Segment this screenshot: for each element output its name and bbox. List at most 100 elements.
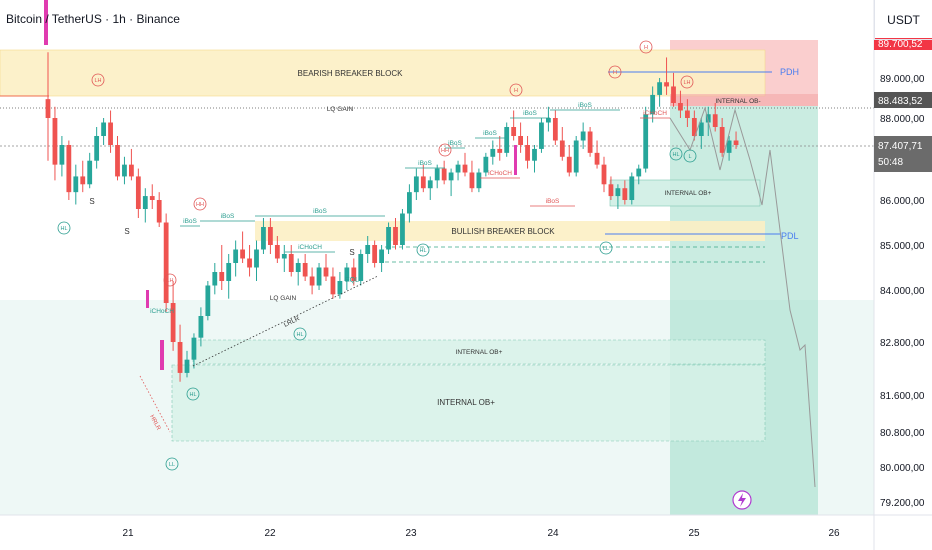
lq-gain-label: LQ GAIN [327, 106, 354, 113]
candle-body [309, 276, 315, 286]
price-tick: 79.200,00 [880, 498, 925, 509]
pdh-label: PDH [780, 67, 799, 77]
ichoch-low-label: iCHoCH [150, 308, 174, 315]
candle-body [365, 245, 371, 254]
top-price-tag [874, 38, 932, 50]
candle-body [420, 176, 426, 189]
candle-body [441, 168, 447, 181]
candle-body [469, 172, 475, 189]
swing-label: H [644, 45, 648, 51]
candle-body [184, 359, 190, 373]
price-axis-bg [874, 40, 932, 515]
currency-label[interactable]: USDT [874, 0, 932, 40]
candle-body [726, 140, 732, 153]
candle-body [80, 176, 86, 185]
swing-label: HH [441, 148, 449, 154]
candle-body [615, 188, 621, 197]
price-tick: 88.000,00 [880, 114, 925, 125]
swing-marker [293, 327, 307, 341]
candle-body [386, 227, 391, 250]
structure-label: iBoS [483, 130, 497, 137]
candle-body [504, 127, 510, 153]
swing-marker [193, 197, 207, 211]
swing-label: LH [94, 78, 101, 84]
candle-body [274, 245, 280, 259]
candle-body [66, 145, 72, 193]
candle-body [691, 118, 697, 136]
swing-marker [608, 65, 622, 79]
structure-label: iBoS [578, 102, 592, 109]
swing-marker [91, 73, 105, 87]
candle-body [219, 272, 225, 281]
candle-body [379, 249, 384, 263]
top-price-text: 89.700,52 [878, 39, 923, 50]
candle-body [268, 227, 273, 245]
swing-label: LL [169, 462, 175, 468]
bullish-breaker-zone [255, 221, 765, 241]
candle-body [281, 254, 287, 259]
candle-body [643, 114, 649, 169]
candle-body [45, 99, 51, 118]
swing-marker [639, 40, 653, 54]
candle-body [573, 140, 579, 173]
price-tick: 89.000,00 [880, 74, 925, 85]
swing-marker [599, 241, 613, 255]
candle-body [552, 118, 558, 141]
structure-label: iCHoCH [488, 170, 512, 177]
candle-body [122, 164, 127, 177]
s-label: S [124, 227, 129, 236]
candle-body [129, 164, 134, 177]
swing-marker [186, 387, 200, 401]
price-tick: 80.000,00 [880, 463, 925, 474]
candle-body [448, 172, 454, 181]
candle-body [163, 222, 169, 303]
spike-candle-low [160, 340, 164, 370]
candle-body [358, 254, 364, 281]
candle-body [94, 136, 100, 161]
internal-ob-minus-zone [670, 94, 818, 106]
symbol-title: Bitcoin / TetherUS · 1h · Binance [6, 12, 180, 26]
candle-body [261, 227, 266, 250]
structure-label: iBoS [221, 213, 235, 220]
candle-body [497, 148, 503, 153]
swing-marker [57, 221, 71, 235]
candle-body [59, 145, 65, 165]
candle-body [608, 184, 614, 197]
swing-marker [669, 147, 683, 161]
candle-body [170, 303, 176, 342]
lrlr-trendline [192, 275, 379, 367]
candle-body [705, 114, 711, 123]
internal-ob-low2-label: INTERNAL OB+ [437, 398, 495, 407]
candle-body [295, 263, 301, 272]
last-price-tag [874, 136, 932, 172]
swing-marker [438, 143, 452, 157]
spike-candle-mid [514, 145, 517, 175]
swing-label: HL [60, 226, 67, 232]
candle-body [427, 180, 433, 189]
swing-marker [165, 457, 179, 471]
swing-marker [683, 149, 697, 163]
s-label: S [349, 248, 354, 257]
internal-ob-low1-zone [192, 339, 766, 365]
candle-body [108, 122, 113, 145]
candle-body [532, 148, 537, 161]
internal-ob-low1-label: INTERNAL OB+ [456, 349, 503, 356]
candle-body [671, 86, 676, 103]
structure-label: iBoS [523, 110, 537, 117]
candle-body [247, 258, 252, 268]
price-tick: 80.800,00 [880, 428, 925, 439]
price-tick: 84.000,00 [880, 286, 925, 297]
candle-body [462, 164, 468, 173]
discount-zone [670, 106, 818, 515]
candle-body [240, 249, 245, 259]
swing-label: LL [603, 246, 609, 252]
time-tick: 24 [547, 528, 559, 539]
price-tick: 82.800,00 [880, 338, 925, 349]
candle-body [400, 213, 405, 245]
time-tick: 26 [828, 528, 840, 539]
structure-label: iBoS [546, 198, 560, 205]
pdl-label: PDL [781, 231, 799, 241]
candle-body [254, 249, 259, 268]
candle-body [372, 245, 378, 263]
